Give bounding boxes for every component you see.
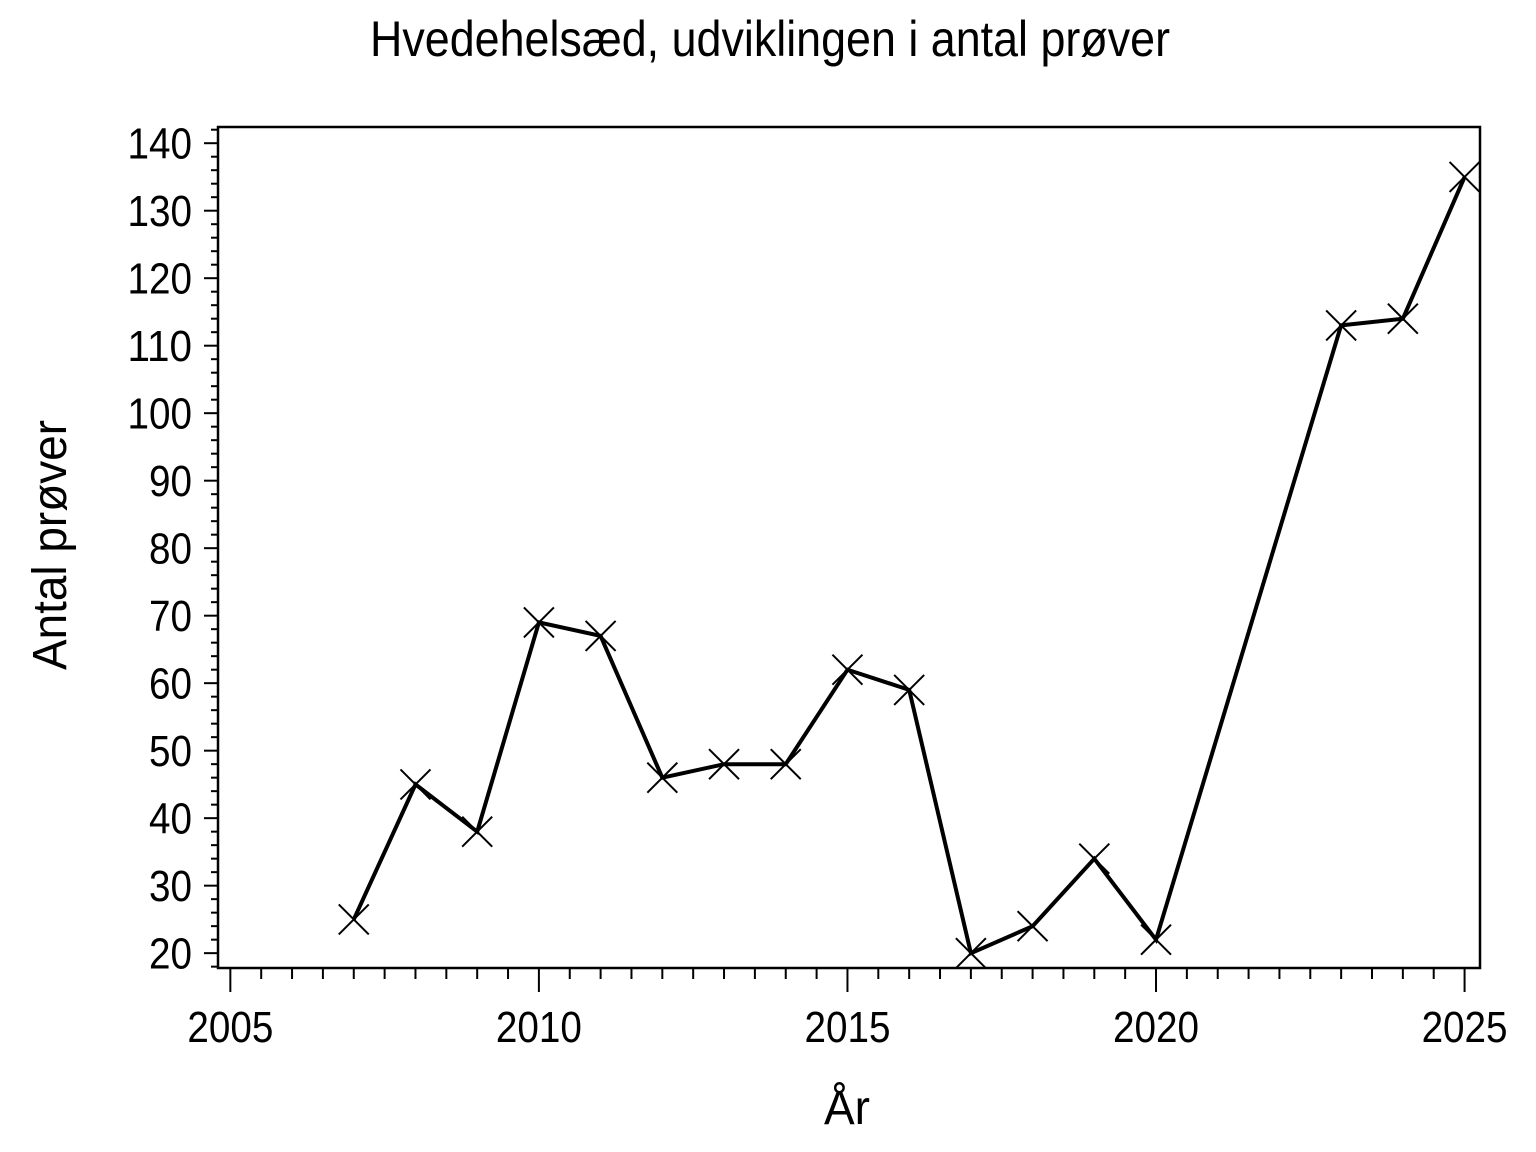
series-antal-pr-ver [338, 161, 1481, 969]
x-cross-marker [1078, 842, 1111, 875]
data-point [1448, 161, 1481, 193]
data-point [708, 748, 740, 780]
x-tick-label: 2005 [187, 1003, 273, 1052]
plot-area: 20 30 40 50 60 70 80 90 100 110 120 130 140 2005 2010 2… [128, 120, 1508, 1052]
y-tick-label: 80 [149, 525, 192, 574]
data-point [1016, 910, 1049, 942]
x-cross-marker [584, 620, 617, 652]
y-tick-label: 20 [149, 930, 192, 979]
data-point [584, 620, 617, 652]
y-tick-label: 40 [149, 795, 192, 844]
data-point [461, 815, 493, 848]
data-point [646, 761, 679, 794]
y-tick-label: 140 [128, 120, 193, 169]
chart-title: Hvedehelsæd, udviklingen i antal prøver [370, 11, 1170, 67]
x-tick-label: 2020 [1113, 1003, 1199, 1052]
x-cross-marker [1016, 910, 1049, 942]
y-tick-label: 70 [149, 592, 192, 641]
y-tick-label: 30 [149, 862, 192, 911]
x-tick-label: 2025 [1422, 1003, 1508, 1052]
data-point [1325, 309, 1357, 342]
y-axis-label: Antal prøver [24, 420, 77, 670]
x-cross-marker [1448, 161, 1481, 193]
data-point [893, 674, 925, 706]
data-point [1140, 923, 1172, 956]
data-point [523, 606, 555, 639]
y-tick-label: 110 [128, 322, 193, 371]
x-cross-marker [1387, 302, 1419, 335]
data-point [955, 937, 987, 969]
data-point [1387, 302, 1419, 335]
plot-frame [216, 125, 1482, 970]
series-polyline [351, 176, 1467, 956]
y-tick-label: 90 [149, 457, 192, 506]
x-cross-marker [770, 748, 802, 780]
x-cross-marker [399, 768, 432, 801]
x-cross-marker [461, 815, 493, 848]
y-tick-label: 60 [149, 660, 192, 709]
x-cross-marker [646, 761, 679, 794]
x-cross-marker [1325, 309, 1357, 342]
y-tick-label: 50 [149, 727, 192, 776]
data-point [338, 903, 370, 936]
data-point [831, 653, 864, 686]
data-point [770, 748, 802, 780]
data-point [1078, 842, 1111, 875]
x-cross-marker [1140, 923, 1172, 956]
y-tick-label: 120 [128, 255, 193, 304]
y-tick-label: 100 [128, 390, 193, 439]
x-cross-marker [831, 653, 864, 686]
x-cross-marker [523, 606, 555, 639]
x-cross-marker [955, 937, 987, 969]
x-cross-marker [338, 903, 370, 936]
x-cross-marker [893, 674, 925, 706]
x-tick-label: 2015 [804, 1003, 890, 1052]
x-tick-label: 2010 [496, 1003, 582, 1052]
x-axis-label: År [824, 1082, 870, 1135]
y-tick-label: 130 [128, 187, 193, 236]
data-point [399, 768, 432, 801]
x-cross-marker [708, 748, 740, 780]
